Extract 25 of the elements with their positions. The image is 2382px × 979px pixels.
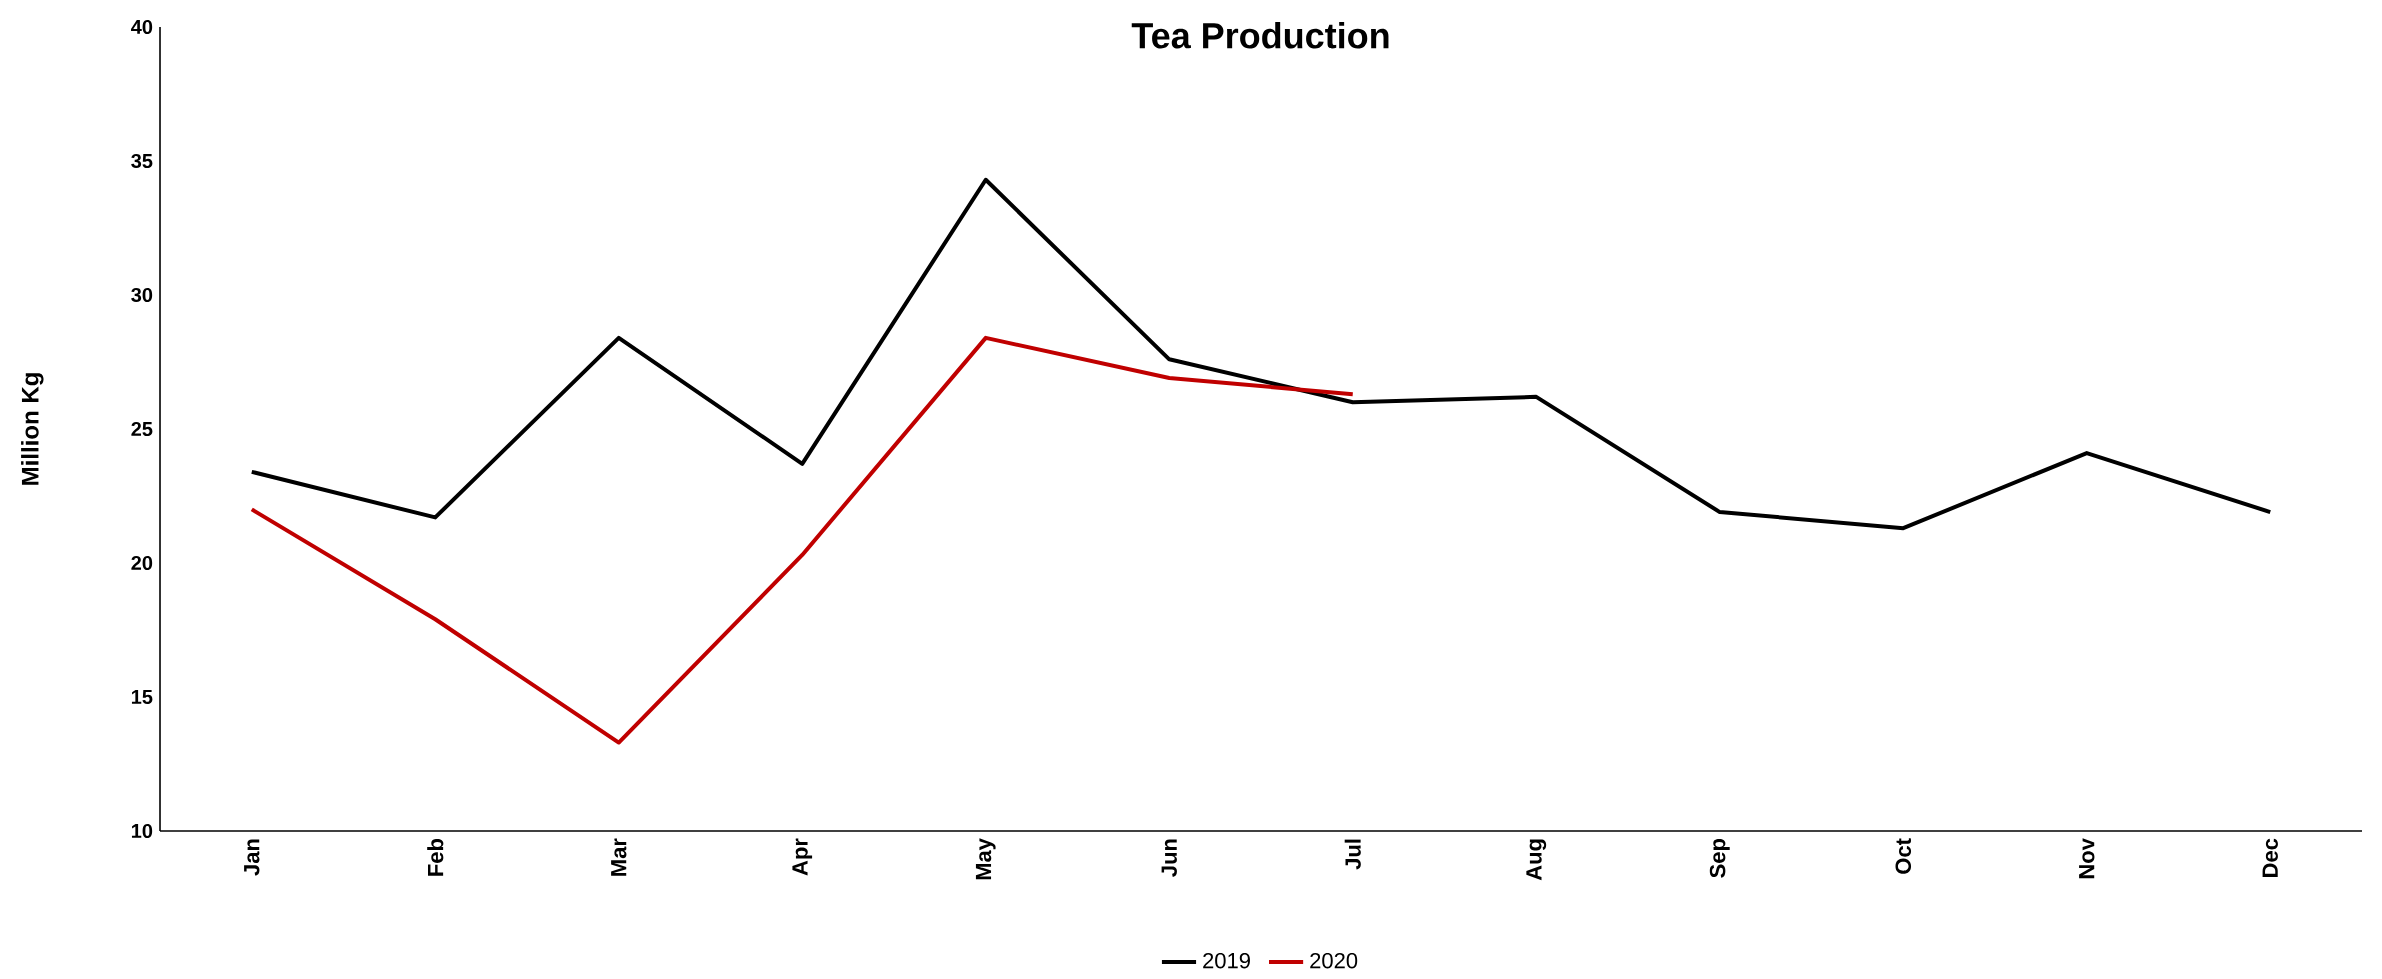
y-tick-label: 10 bbox=[131, 823, 153, 839]
x-tick-label: Feb bbox=[427, 838, 444, 876]
x-tick-label: Sep bbox=[1709, 838, 1730, 878]
x-tick-label: Oct bbox=[1895, 838, 1912, 874]
y-tick-label: 15 bbox=[131, 690, 153, 704]
x-tick-label: May bbox=[975, 838, 996, 880]
chart-title: Tea Production bbox=[1131, 22, 1389, 49]
line-series bbox=[249, 177, 2273, 531]
y-tick-label: 30 bbox=[131, 287, 153, 303]
y-tick-label: 20 bbox=[131, 555, 153, 571]
x-tick-label: Apr bbox=[792, 838, 813, 876]
x-tick-label: Jun bbox=[1161, 839, 1177, 877]
y-tick-label: 25 bbox=[131, 421, 153, 437]
line-series bbox=[249, 335, 1355, 745]
legend-label: 2020 bbox=[1310, 952, 1358, 969]
x-tick-label: Nov bbox=[2079, 838, 2095, 879]
y-axis-title: Million Kg bbox=[21, 373, 44, 485]
legend-label: 2019 bbox=[1203, 952, 1250, 969]
x-tick-label: Jul bbox=[1344, 839, 1361, 870]
x-tick-label: Dec bbox=[2262, 838, 2278, 877]
x-tick-label: Aug bbox=[1526, 839, 1547, 881]
x-tick-label: Jan bbox=[244, 839, 260, 876]
x-tick-label: Mar bbox=[611, 838, 627, 876]
y-tick-label: 40 bbox=[131, 19, 153, 35]
y-tick-label: 35 bbox=[131, 153, 153, 169]
